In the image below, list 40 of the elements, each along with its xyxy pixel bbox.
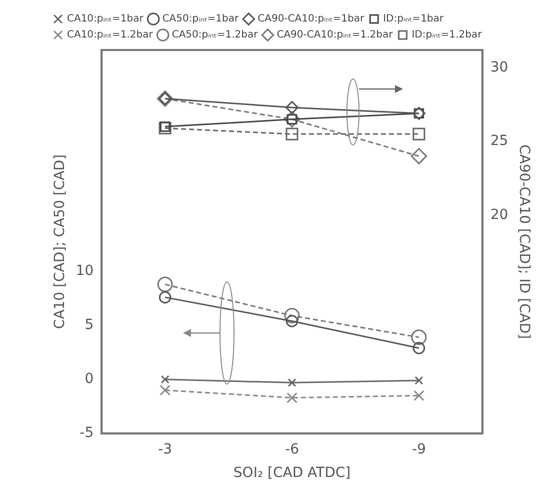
point [286, 314, 298, 328]
y2-tick-label: 25 [490, 133, 508, 150]
legend-label: CA50:pᵢₙₜ=1.2bar [172, 30, 259, 41]
y2-tick-label: 20 [490, 206, 508, 223]
point [160, 375, 170, 384]
y2-axis-title: CA90-CA10 [CAD]; ID [CAD] [516, 144, 532, 339]
point [158, 291, 172, 304]
y-axis-title: CA10 [CAD]; CA50 [CAD] [52, 154, 68, 329]
y2-tick-label: 30 [490, 59, 508, 76]
legend-label: ID:pᵢₙₜ=1.2bar [412, 30, 483, 41]
point [284, 308, 300, 324]
point [414, 376, 424, 385]
point [160, 384, 170, 396]
legend-label: CA10:pᵢₙₜ=1bar [67, 14, 144, 25]
x-tick-label: -3 [158, 441, 172, 458]
point [412, 128, 426, 140]
point [410, 148, 428, 164]
legend-label: CA50:pᵢₙₜ=1bar [162, 14, 240, 25]
point [411, 330, 427, 346]
point [286, 128, 298, 140]
x-axis-title: SOI₂ [CAD ATDC] [233, 465, 351, 482]
point [288, 378, 296, 387]
point [158, 122, 172, 134]
legend-label: ID:pᵢₙₜ=1bar [383, 14, 444, 25]
legend-label: CA90-CA10:pᵢₙₜ=1bar [258, 14, 365, 25]
point [414, 390, 424, 402]
legend-label: CA90-CA10:pᵢₙₜ=1.2bar [276, 30, 394, 41]
point [285, 100, 299, 114]
x-tick-label: -6 [285, 441, 300, 458]
y-tick-label: 0 [84, 371, 94, 388]
x-tick-label: -9 [412, 441, 426, 458]
point [286, 392, 298, 404]
y-tick-label: -5 [80, 425, 94, 442]
point [160, 122, 170, 132]
point [157, 276, 173, 292]
y-tick-label: 5 [84, 317, 94, 334]
point [412, 342, 426, 354]
y-tick-label: 10 [76, 263, 94, 280]
point [284, 111, 300, 128]
legend-label: CA10:pᵢₙₜ=1.2bar [67, 30, 154, 41]
